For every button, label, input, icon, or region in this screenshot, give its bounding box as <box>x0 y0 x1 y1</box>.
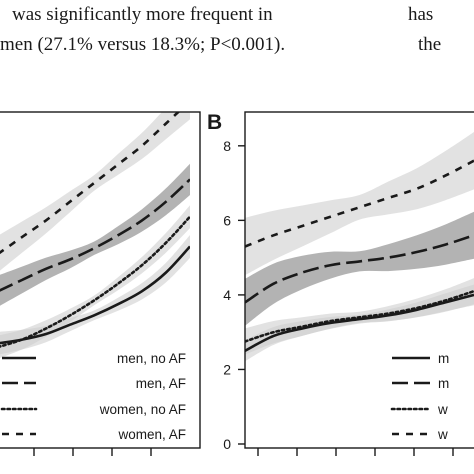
plot-area-b <box>245 132 474 362</box>
plot-frame-b <box>244 111 474 449</box>
body-text-right-line-1: has <box>408 4 434 25</box>
legend-label-a-0: men, no AF <box>117 351 186 366</box>
ci-band-men-af <box>245 211 474 326</box>
legend-label-b-3: w <box>437 427 448 442</box>
legend-label-b-0: m <box>438 351 449 366</box>
legend-label-b-2: w <box>437 402 448 417</box>
ci-band-women-af <box>245 132 474 276</box>
body-text-left-line-1: was significantly more frequent in <box>12 4 273 25</box>
series-line-men-no-af <box>245 293 474 352</box>
panel-label-b: B <box>207 111 222 134</box>
series-line-women-no-af <box>0 215 190 348</box>
ci-band-men-af <box>0 163 190 306</box>
body-text-left-line-2: men (27.1% versus 18.3%; P<0.001). <box>0 34 286 55</box>
y-tick-label-0: 0 <box>223 436 231 452</box>
plot-frame-a <box>0 111 201 449</box>
series-line-men-af <box>0 178 190 292</box>
legend-label-a-3: women, AF <box>117 427 186 442</box>
y-tick-label-4: 8 <box>223 138 231 154</box>
series-line-men-no-af <box>0 245 190 345</box>
panel-a: men, no AF men, AF women, no AF women, AF <box>0 111 201 456</box>
legend-label-a-1: men, AF <box>136 376 186 391</box>
legend-label-b-1: m <box>438 376 449 391</box>
series-line-women-no-af <box>245 289 474 343</box>
plot-area-a <box>0 112 190 358</box>
ci-band-women-af <box>0 112 190 271</box>
y-tick-label-1: 2 <box>223 361 231 377</box>
y-tick-label-3: 6 <box>223 212 231 228</box>
body-text-right-line-2: the <box>418 34 442 55</box>
y-tick-label-2: 4 <box>223 287 231 303</box>
legend-label-a-2: women, no AF <box>99 402 186 417</box>
ci-band-women-no-af <box>0 205 190 358</box>
series-line-men-af <box>245 234 474 304</box>
